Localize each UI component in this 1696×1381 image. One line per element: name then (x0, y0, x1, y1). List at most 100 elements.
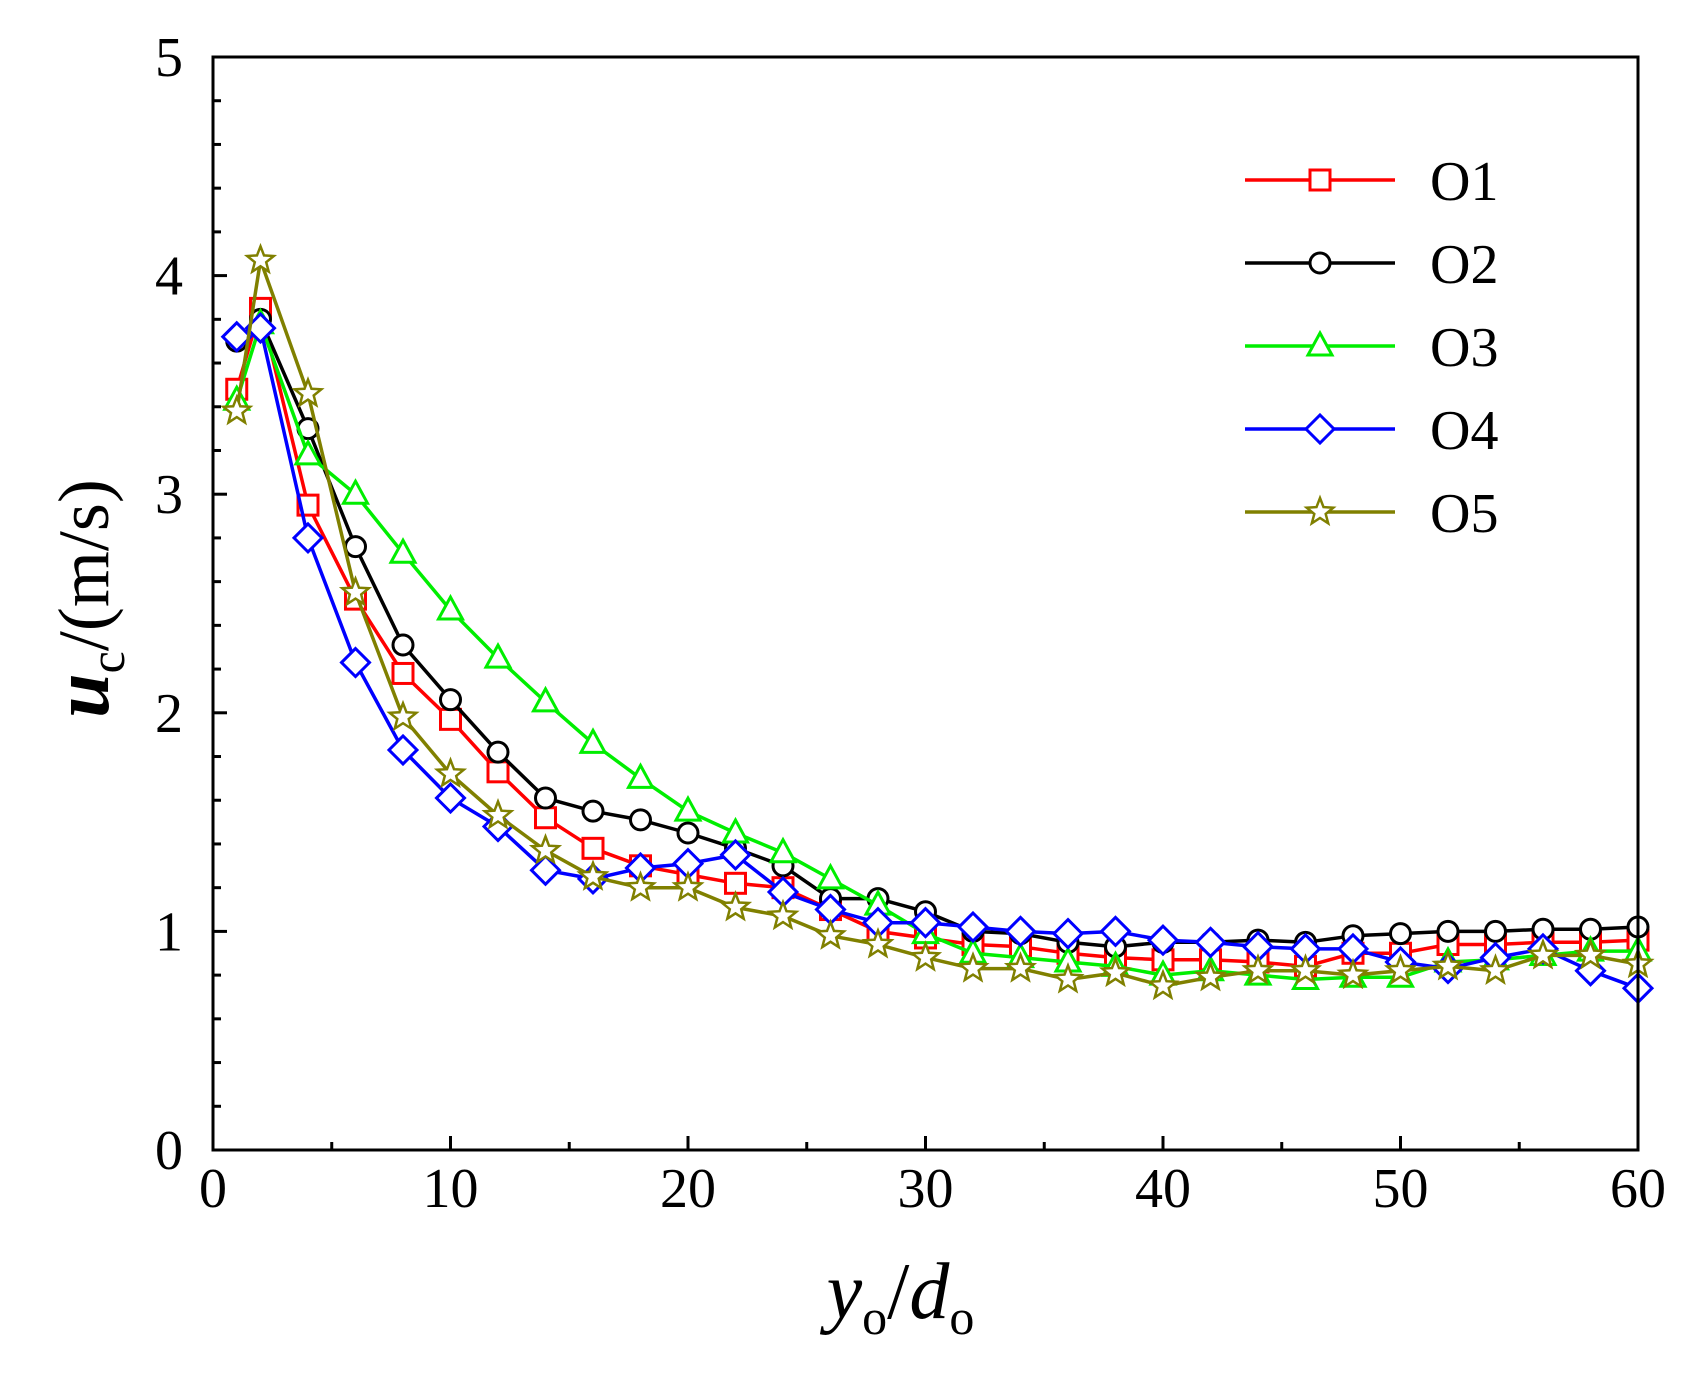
data-point-o3 (435, 593, 466, 621)
y-tick-label: 1 (155, 901, 183, 963)
data-point-o5 (1383, 953, 1418, 985)
data-point-o5 (1478, 953, 1513, 985)
legend-label-o5: O5 (1430, 483, 1498, 545)
data-point-o2 (486, 740, 510, 764)
series-markers-o5 (220, 242, 1655, 1001)
y-axis-title-main: u (38, 673, 126, 718)
data-point-o5 (576, 859, 610, 891)
data-point-o5 (861, 926, 895, 959)
data-point-o2 (439, 688, 462, 712)
axes: 0 10 20 30 40 50 60 0 1 2 3 4 5 (155, 27, 1666, 1220)
series-line-o4 (236, 326, 1639, 990)
legend-label-o1: O1 (1430, 151, 1498, 213)
legend-item-o2: O2 (1245, 234, 1498, 296)
data-point-o5 (908, 940, 943, 972)
data-point-o5 (813, 918, 848, 950)
legend-marker-o3 (1305, 329, 1335, 357)
data-point-o3 (340, 478, 371, 505)
data-point-o4 (1051, 917, 1085, 950)
x-tick-label: 30 (898, 1158, 954, 1220)
legend-marker-o4 (1303, 412, 1337, 446)
data-point-o5 (1431, 948, 1465, 981)
data-point-o4 (529, 854, 562, 887)
data-point-o3 (483, 642, 513, 669)
data-point-o3 (768, 836, 798, 864)
data-point-o5 (1573, 937, 1608, 970)
data-point-o1 (581, 836, 605, 860)
data-point-o5 (481, 797, 515, 830)
data-point-o5 (956, 951, 990, 983)
data-point-o4 (291, 521, 325, 555)
data-point-o3 (388, 537, 418, 564)
data-point-o5 (433, 756, 468, 789)
data-point-o3 (815, 862, 846, 890)
data-point-o2 (344, 535, 367, 559)
data-point-o2 (581, 799, 605, 823)
legend-marker-o2 (1308, 251, 1332, 275)
data-point-o3 (578, 727, 608, 754)
legend-item-o1: O1 (1245, 151, 1498, 213)
data-point-o5 (623, 870, 658, 902)
data-point-o5 (671, 870, 705, 902)
x-tick-label: 0 (199, 1158, 227, 1220)
data-point-o5 (718, 889, 753, 922)
data-point-o2 (391, 633, 415, 657)
legend-label-o2: O2 (1430, 234, 1498, 296)
data-point-o3 (625, 762, 656, 789)
data-point-o2 (676, 821, 700, 845)
data-point-o4 (434, 781, 467, 815)
plot-area (220, 242, 1655, 1005)
data-point-o4 (339, 646, 372, 679)
data-point-o5 (386, 699, 420, 732)
data-point-o4 (1146, 924, 1180, 957)
data-point-o4 (956, 910, 990, 944)
series-line-o5 (235, 258, 1639, 988)
y-tick-label: 0 (155, 1120, 183, 1182)
y-tick-label: 5 (155, 27, 183, 89)
x-tick-label: 60 (1610, 1158, 1666, 1220)
legend-item-o3: O3 (1245, 317, 1498, 379)
data-point-o5 (243, 242, 278, 275)
data-point-o3 (530, 685, 561, 713)
legend: O1 O2 O3 O4 O5 (1245, 151, 1498, 545)
x-tick-label: 40 (1135, 1158, 1191, 1220)
x-tick-label: 10 (423, 1158, 479, 1220)
data-point-o1 (486, 760, 510, 784)
data-point-o2 (629, 808, 652, 832)
y-axis-title: uc/(m/s) (38, 479, 135, 718)
data-point-o2 (1436, 919, 1460, 943)
data-point-o1 (391, 661, 415, 685)
legend-label-o4: O4 (1430, 400, 1498, 462)
y-tick-label: 2 (155, 683, 183, 745)
y-tick-label: 4 (155, 246, 183, 308)
data-point-o5 (1241, 953, 1275, 985)
series-line-o1 (235, 306, 1639, 969)
data-point-o5 (766, 898, 800, 931)
data-point-o5 (1193, 959, 1228, 992)
data-point-o2 (534, 786, 557, 810)
y-axis-title-rest: /(m/s) (44, 479, 124, 651)
data-point-o5 (1526, 937, 1560, 970)
x-axis-title-main-sub: o (862, 1289, 887, 1345)
x-tick-label: 50 (1373, 1158, 1429, 1220)
data-point-o2 (1389, 922, 1412, 946)
data-point-o2 (1484, 919, 1507, 943)
data-point-o4 (719, 838, 752, 872)
legend-marker-o5 (1303, 494, 1337, 527)
data-point-o3 (293, 438, 323, 466)
y-axis-title-main-sub: c (79, 651, 135, 673)
data-point-o4 (1194, 926, 1227, 959)
data-point-o5 (1051, 962, 1085, 994)
data-point-o1 (534, 806, 557, 830)
x-axis-title: yo/do (820, 1248, 975, 1345)
data-point-o4 (220, 320, 253, 353)
series-line-o2 (235, 317, 1639, 949)
data-point-o5 (220, 393, 254, 426)
data-point-o5 (528, 832, 563, 865)
y-tick-label: 3 (155, 464, 183, 526)
series-line-o3 (235, 321, 1638, 982)
x-axis-title-main: y (820, 1248, 863, 1336)
data-point-o4 (909, 906, 942, 939)
legend-item-o5: O5 (1245, 483, 1498, 545)
data-point-o3 (673, 795, 703, 822)
